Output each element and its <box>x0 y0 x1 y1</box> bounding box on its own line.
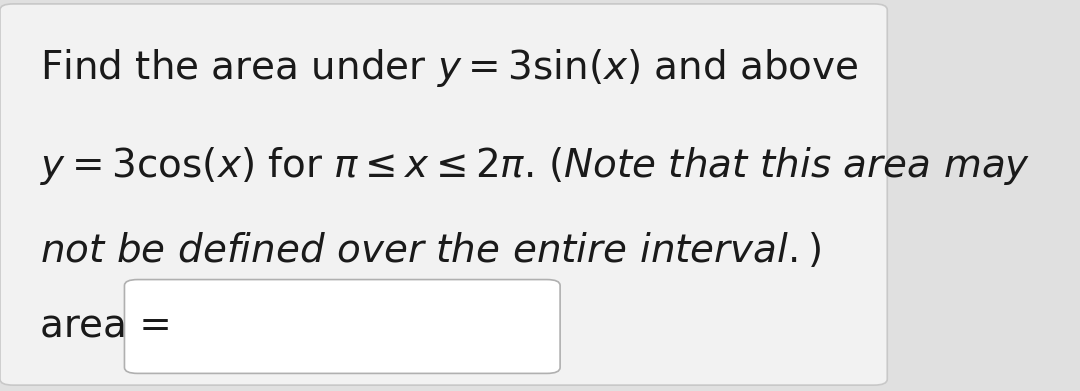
Text: Find the area under $y = 3\sin(x)$ and above: Find the area under $y = 3\sin(x)$ and a… <box>40 47 859 89</box>
Text: $y = 3\cos(x)$ for $\pi \leq x \leq 2\pi$. $\it{(Note\ that\ this\ area\ may}$: $y = 3\cos(x)$ for $\pi \leq x \leq 2\pi… <box>40 145 1030 187</box>
Text: $\it{not\ be\ defined\ over\ the\ entire\ interval.)}$: $\it{not\ be\ defined\ over\ the\ entire… <box>40 231 821 270</box>
FancyBboxPatch shape <box>124 280 561 373</box>
FancyBboxPatch shape <box>0 4 888 385</box>
Text: area =: area = <box>40 307 172 346</box>
